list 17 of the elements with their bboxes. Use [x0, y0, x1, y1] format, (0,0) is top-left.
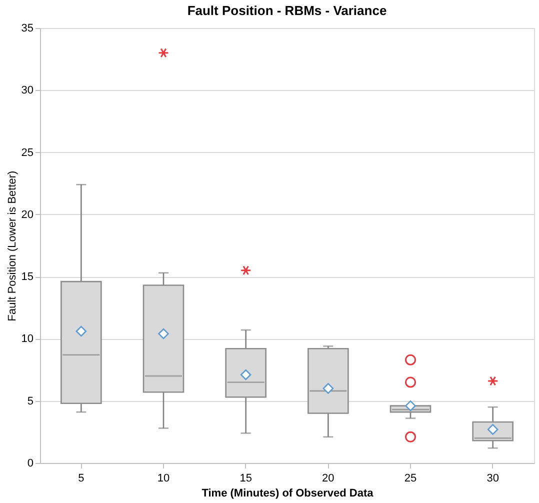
x-tick-label: 15 [240, 472, 252, 484]
chart-title: Fault Position - RBMs - Variance [187, 3, 387, 18]
y-axis-title: Fault Position (Lower is Better) [6, 170, 18, 322]
y-tick-label: 35 [21, 22, 34, 34]
y-tick-label: 15 [21, 271, 34, 284]
y-tick-label: 5 [27, 395, 34, 408]
y-tick-label: 20 [21, 208, 34, 221]
x-tick-label: 5 [78, 472, 84, 484]
y-tick-label: 10 [21, 333, 34, 346]
y-tick-label: 30 [21, 84, 34, 97]
x-tick-label: 20 [322, 472, 334, 484]
y-tick-label: 0 [27, 458, 34, 470]
x-tick-label: 30 [486, 472, 499, 484]
y-tick-label: 25 [21, 146, 34, 159]
x-tick-label: 10 [157, 472, 170, 484]
x-tick-label: 25 [404, 472, 417, 484]
x-axis-title: Time (Minutes) of Observed Data [202, 488, 374, 500]
